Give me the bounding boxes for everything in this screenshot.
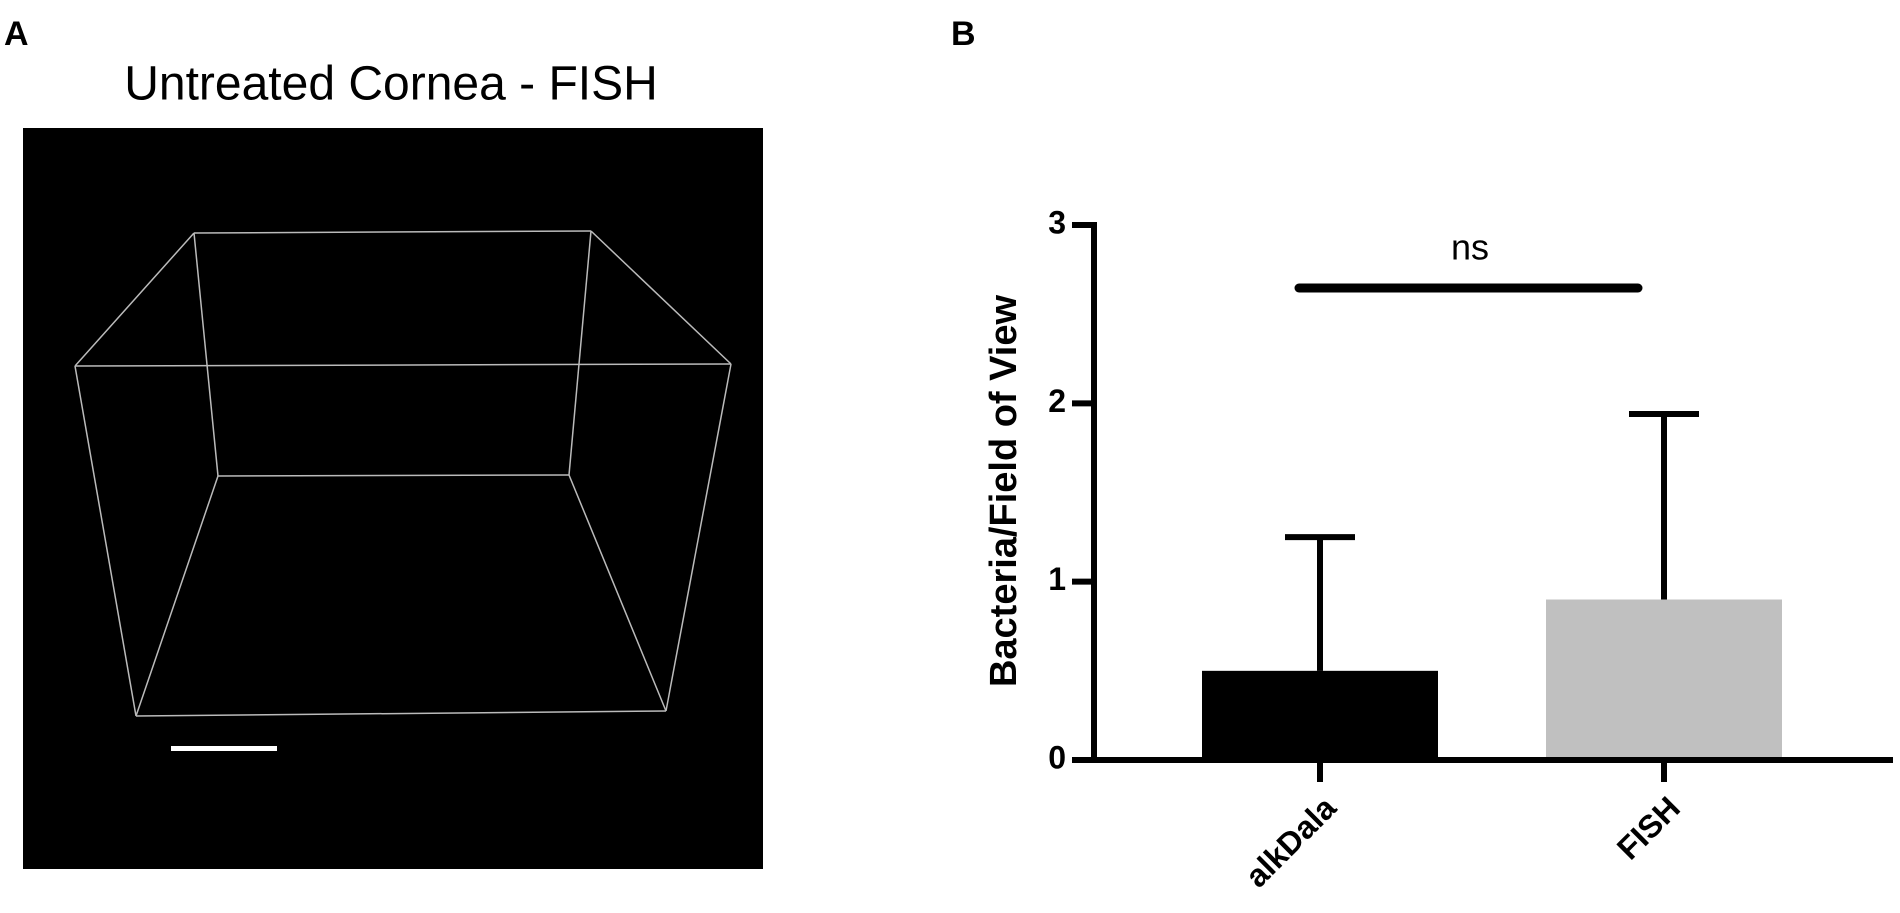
wireframe-box xyxy=(74,230,732,717)
microscopy-image xyxy=(23,128,763,869)
y-tick-label: 0 xyxy=(1048,739,1066,775)
panel-label: B xyxy=(951,15,976,53)
image-background xyxy=(23,128,763,869)
bar xyxy=(1202,670,1438,760)
y-tick-label: 1 xyxy=(1048,561,1066,597)
x-tick-label: alkDala xyxy=(1238,789,1343,894)
y-axis-label: Bacteria/Field of View xyxy=(983,295,1025,688)
y-tick-label: 3 xyxy=(1048,204,1066,240)
bar xyxy=(1546,599,1782,760)
y-tick-label: 2 xyxy=(1048,383,1066,419)
scale-bar xyxy=(171,746,277,751)
error-bar xyxy=(1285,534,1355,671)
error-bar xyxy=(1629,411,1699,600)
panel-label: A xyxy=(4,15,29,53)
significance-label: ns xyxy=(1451,227,1489,268)
x-tick-label: FISH xyxy=(1610,789,1687,866)
image-title: Untreated Cornea - FISH xyxy=(124,58,658,111)
